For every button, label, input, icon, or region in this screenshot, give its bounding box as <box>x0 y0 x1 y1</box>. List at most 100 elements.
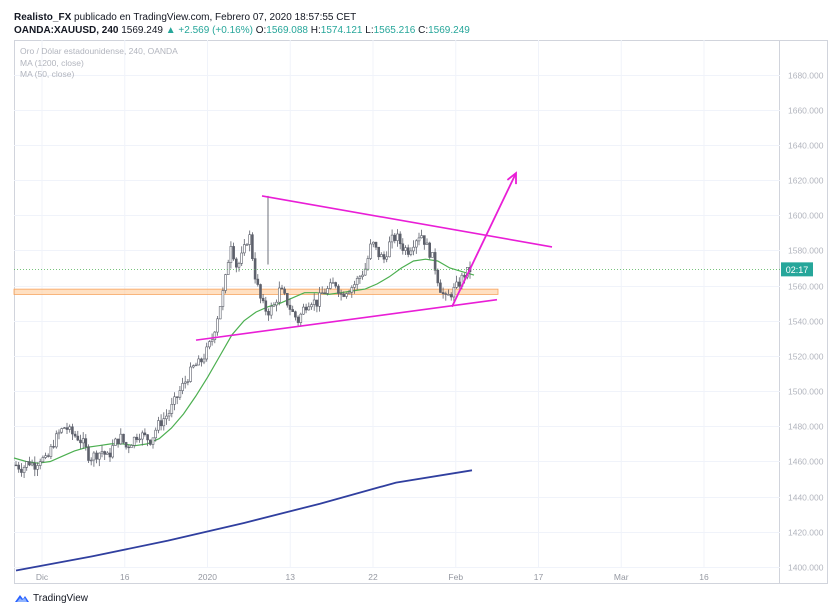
candle-up <box>213 331 217 341</box>
candle-down <box>280 287 284 290</box>
candle-up <box>412 246 415 252</box>
candle-down <box>17 464 21 470</box>
candle-down <box>398 233 402 245</box>
candle-up <box>25 461 29 468</box>
low-value: 1565.216 <box>373 25 416 36</box>
candle-down <box>382 254 386 260</box>
candle-up <box>328 282 332 289</box>
candle-up <box>119 433 123 445</box>
countdown-label: 02:17 <box>786 265 809 275</box>
candle-up <box>49 446 53 457</box>
candle-up <box>277 287 281 303</box>
candle-down <box>288 304 292 310</box>
symbol-info-line: OANDA:XAUUSD, 240 1569.249 ▲ +2.569 (+0.… <box>14 25 470 36</box>
candle-down <box>422 235 426 245</box>
price-tick-label: 1420.000 <box>788 528 824 538</box>
candle-up <box>366 258 370 270</box>
candle-down <box>95 452 98 460</box>
candle-down <box>116 438 120 445</box>
candle-up <box>347 291 351 295</box>
candle-up <box>312 299 316 305</box>
candle-down <box>232 246 235 260</box>
candle-down <box>334 282 338 287</box>
candle-down <box>296 316 300 323</box>
candle-down <box>264 300 268 312</box>
candle-up <box>89 459 93 462</box>
candle-up <box>151 437 155 445</box>
time-tick-label: 2020 <box>198 572 217 582</box>
candle-down <box>304 306 308 311</box>
candle-up <box>106 452 109 455</box>
price-tick-label: 1520.000 <box>788 352 824 362</box>
candle-down <box>52 446 55 448</box>
candle-down <box>146 434 149 441</box>
candle-up <box>240 252 243 264</box>
support-zone <box>13 288 499 295</box>
price-tick-label: 1460.000 <box>788 457 824 467</box>
candle-down <box>103 451 106 455</box>
close-value: 1569.249 <box>428 25 470 36</box>
time-tick-label: Mar <box>614 572 629 582</box>
candle-down <box>46 455 50 457</box>
price-change: ▲ +2.569 (+0.16%) <box>165 25 253 36</box>
candle-up <box>178 390 182 398</box>
header-line1: Realisto_FX publicado en TradingView.com… <box>14 12 356 23</box>
candle-up <box>355 278 359 285</box>
candle-up <box>345 293 348 297</box>
price-tick-label: 1560.000 <box>788 282 824 292</box>
price-tick-label: 1660.000 <box>788 106 824 116</box>
candle-up <box>331 282 335 284</box>
candle-up <box>30 462 34 466</box>
candle-down <box>393 234 397 241</box>
grid <box>14 40 780 568</box>
candle-up <box>269 305 273 316</box>
candle-up <box>205 346 208 360</box>
candle-up <box>167 413 171 417</box>
candle-up <box>130 445 133 448</box>
candle-up <box>22 466 26 473</box>
time-axis[interactable]: Dic 16 2020 13 22 Feb 17 Mar 16 <box>36 572 709 582</box>
legend-ma50: MA (50, close) <box>20 69 75 79</box>
candle-down <box>143 432 147 435</box>
candle-down <box>428 242 432 258</box>
open-label: O: <box>255 25 267 36</box>
candle-up <box>183 381 187 384</box>
candle-up <box>299 313 303 323</box>
candle-up <box>100 451 104 454</box>
candle-up <box>248 234 251 245</box>
candle-up <box>154 429 157 439</box>
candle-up <box>173 396 176 405</box>
chart-legend: Oro / Dólar estadounidense, 240, OANDA M… <box>20 46 178 81</box>
candle-up <box>409 250 413 255</box>
candle-up <box>157 420 160 431</box>
trend-drawings[interactable] <box>195 171 553 341</box>
price-label: 02:17 <box>781 262 813 277</box>
price-tick-label: 1400.000 <box>788 563 824 573</box>
candle-up <box>194 364 198 367</box>
candle-up <box>318 292 321 307</box>
candle-down <box>122 433 125 443</box>
symbol-name: OANDA:XAUUSD, 240 <box>14 25 119 36</box>
candle-up <box>114 438 117 446</box>
price-tick-label: 1640.000 <box>788 141 824 151</box>
candle-up <box>60 428 64 433</box>
candle-down <box>261 297 265 302</box>
candle-up <box>189 366 192 382</box>
candle-up <box>237 262 241 268</box>
footer-brand: TradingView <box>33 592 89 604</box>
ma-1200-line <box>15 469 473 572</box>
candle-down <box>124 442 128 448</box>
candle-up <box>36 465 39 470</box>
candle-up <box>350 287 354 293</box>
candlesticks <box>14 195 472 478</box>
candle-up <box>414 240 418 248</box>
candle-up <box>361 274 364 278</box>
price-axis[interactable]: 1680.000 1660.000 1640.000 1620.000 1600.000… <box>788 71 824 573</box>
price-tick-label: 1580.000 <box>788 246 824 256</box>
candle-up <box>417 237 421 242</box>
candle-up <box>390 234 394 243</box>
candle-down <box>285 292 289 306</box>
candle-down <box>159 420 163 427</box>
candle-up <box>63 427 66 429</box>
